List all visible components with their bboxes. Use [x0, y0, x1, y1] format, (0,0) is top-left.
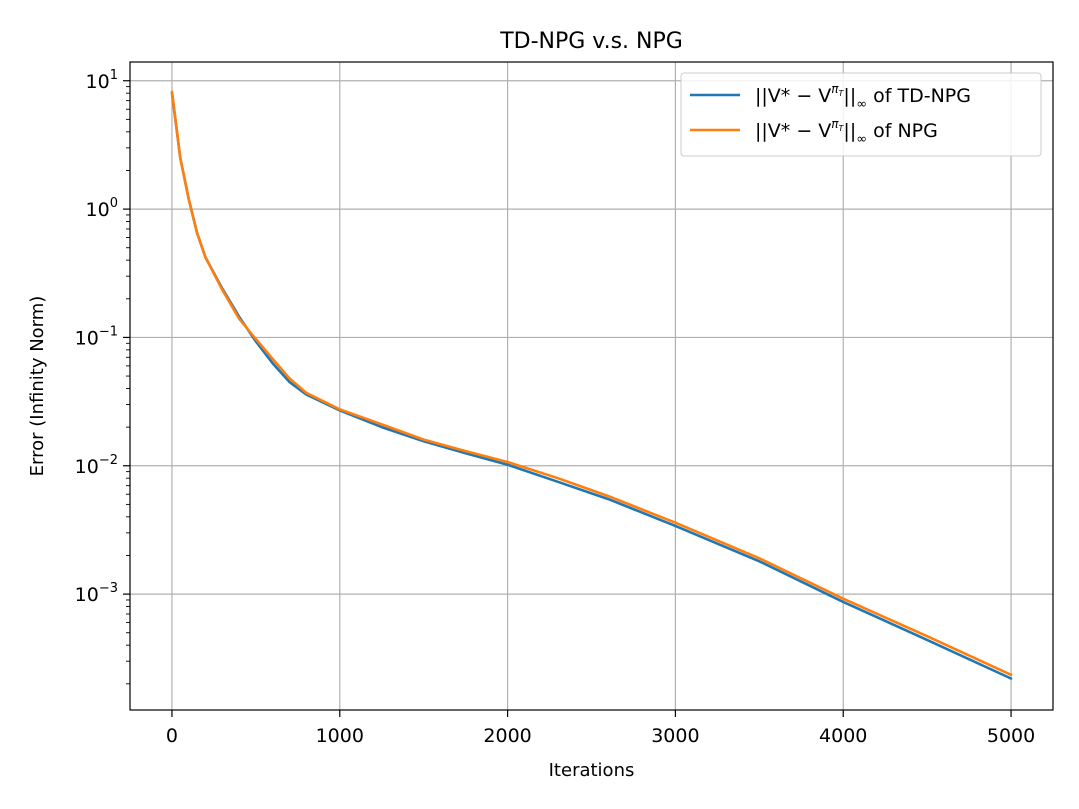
y-tick-label: 10−1: [75, 324, 118, 349]
chart-title: TD-NPG v.s. NPG: [499, 29, 683, 54]
y-tick-label: 10−3: [75, 581, 118, 606]
legend-label-npg: ||V* − VπT||∞ of NPG: [755, 117, 938, 147]
x-tick-label: 5000: [987, 725, 1035, 747]
x-tick-label: 3000: [651, 725, 699, 747]
x-tick-label: 4000: [819, 725, 867, 747]
axis-ticks: [123, 80, 1012, 717]
series-lines: [170, 90, 1013, 680]
y-tick-label: 101: [86, 68, 118, 93]
x-tick-label: 0: [166, 725, 178, 747]
y-minor-ticks: [126, 86, 130, 685]
x-tick-labels: 0 1000 2000 3000 4000 5000: [166, 725, 1035, 747]
plot-frame: [129, 61, 1054, 711]
series-line-npg: [170, 90, 1013, 677]
legend-label-td-npg: ||V* − VπT||∞ of TD-NPG: [755, 82, 971, 112]
x-tick-label: 1000: [316, 725, 364, 747]
x-tick-label: 2000: [483, 725, 531, 747]
legend: ||V* − VπT||∞ of TD-NPG ||V* − VπT||∞ of…: [680, 72, 1042, 157]
y-tick-label: 100: [86, 196, 118, 221]
y-tick-label: 10−2: [75, 453, 118, 478]
x-axis-label: Iterations: [549, 760, 635, 781]
y-axis-label: Error (Infinity Norm): [27, 296, 48, 477]
y-tick-labels: 101 100 10−1 10−2 10−3: [75, 68, 118, 606]
legend-box: [680, 72, 1042, 157]
grid: [130, 62, 1053, 710]
